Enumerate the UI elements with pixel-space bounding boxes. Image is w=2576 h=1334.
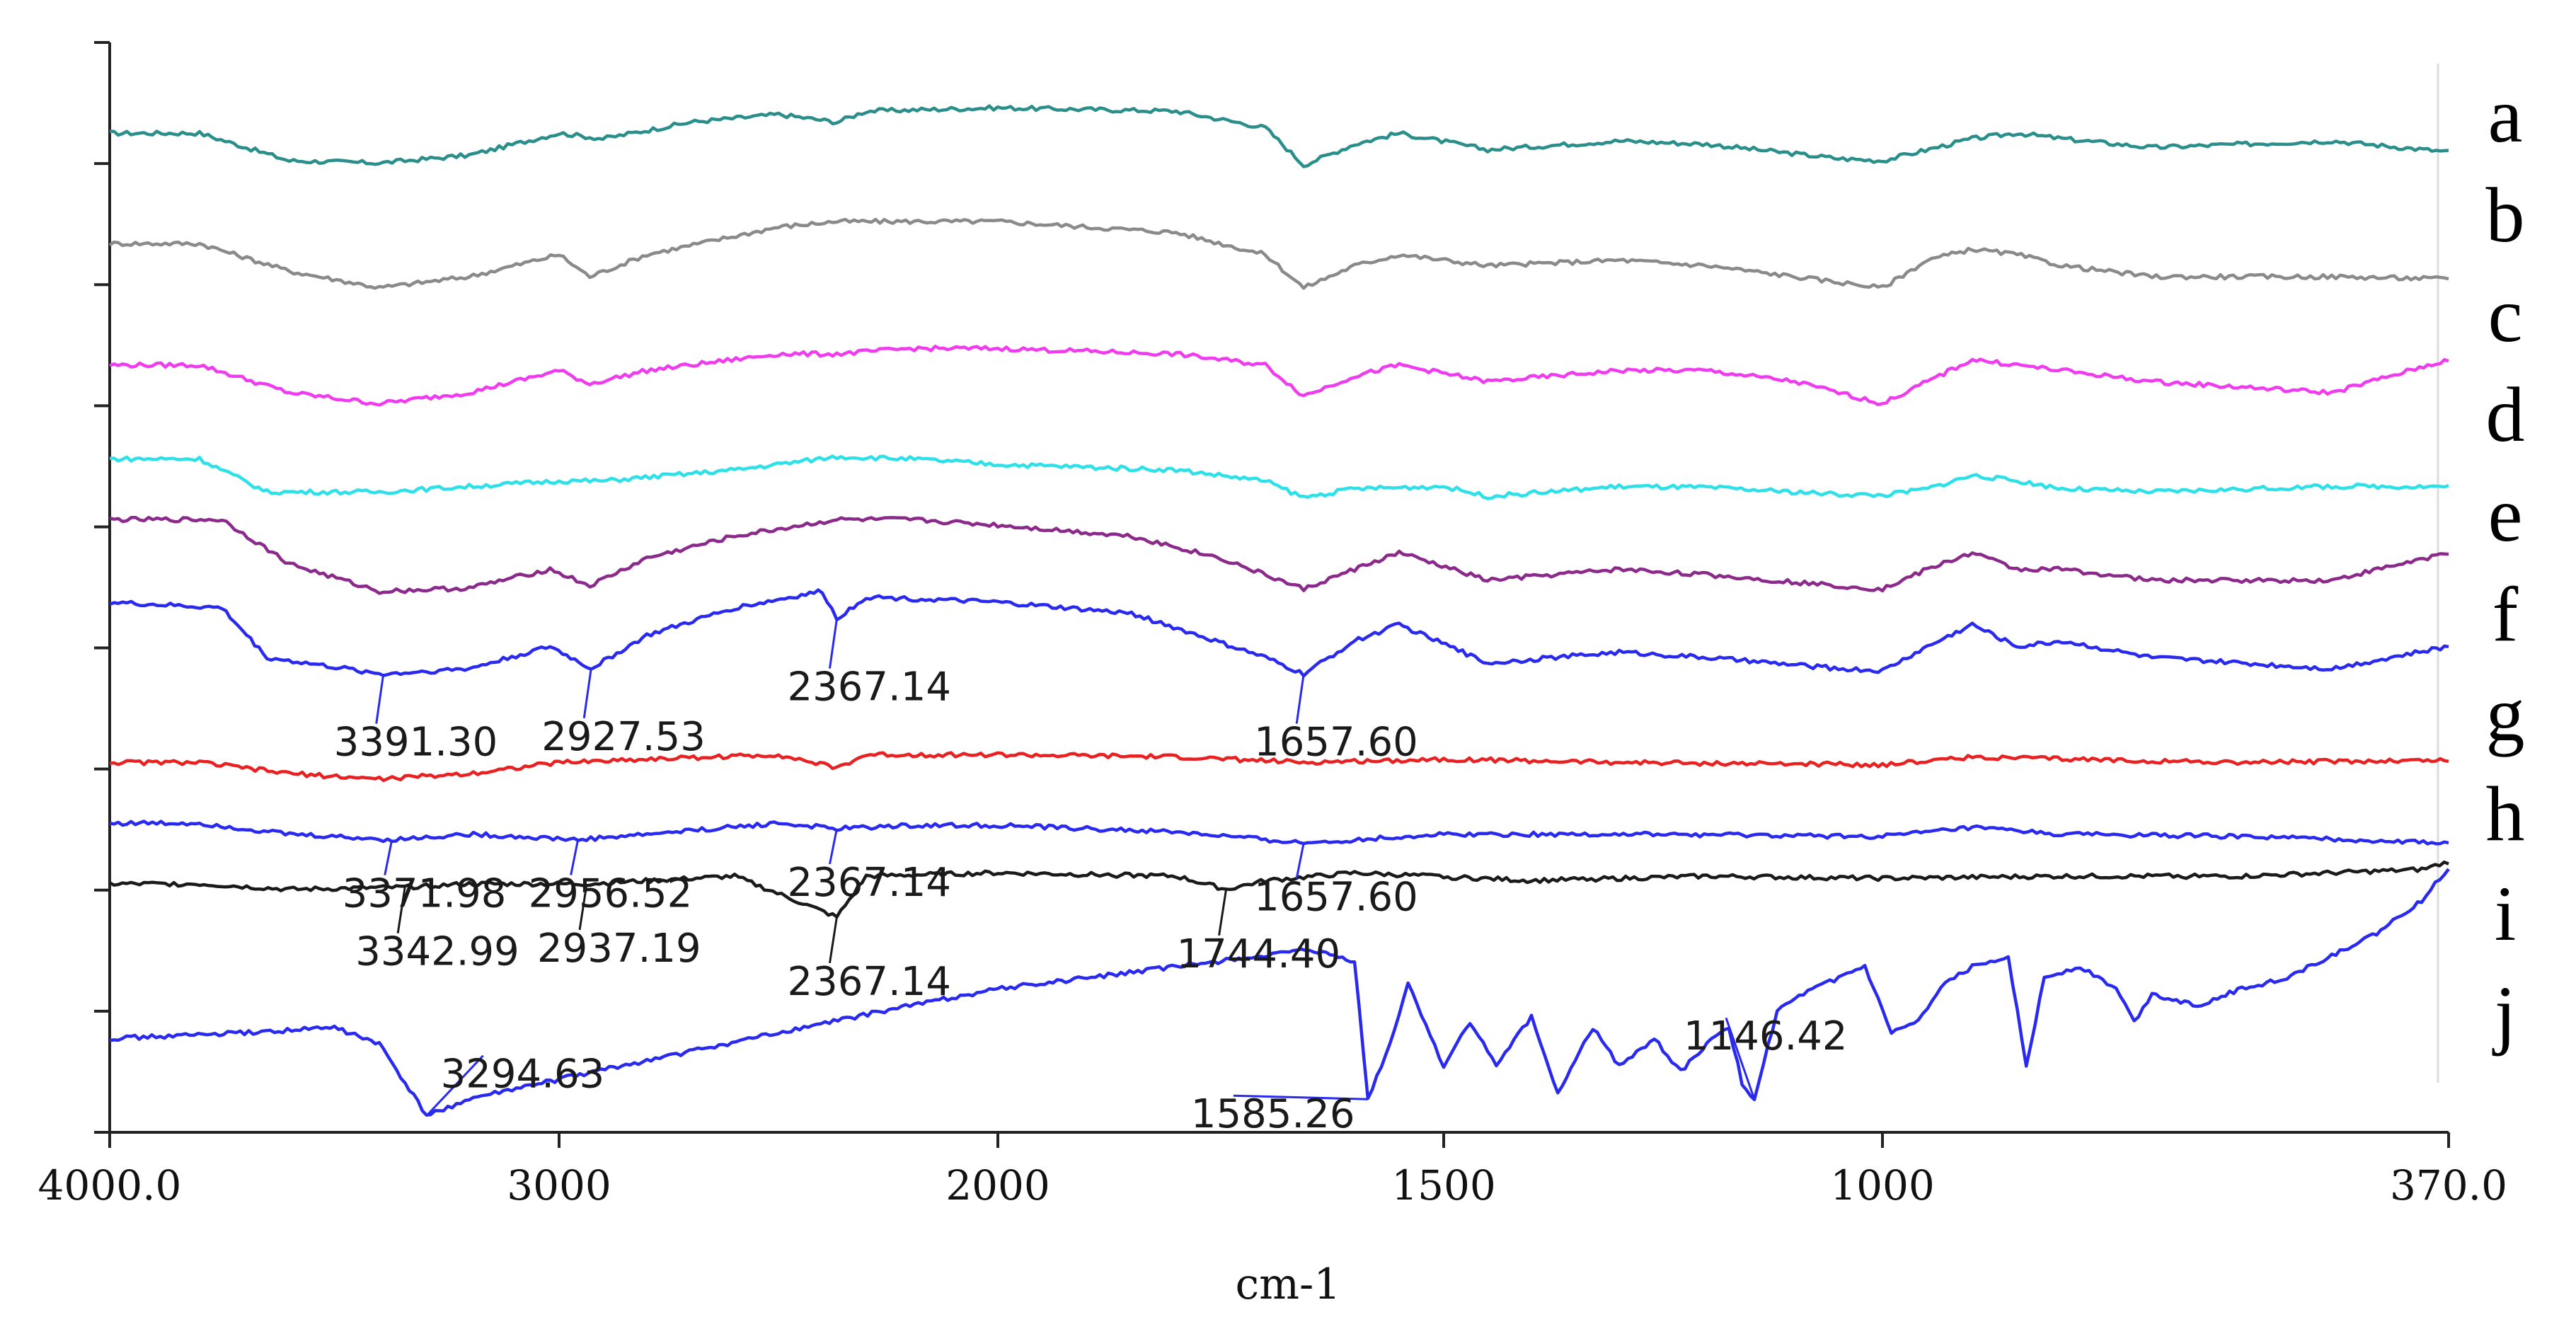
spectrum-d	[109, 454, 2449, 500]
peak-label: 2956.52	[529, 871, 693, 917]
curve-letter-c: c	[2488, 272, 2523, 358]
peak-label: 3371.98	[343, 871, 507, 917]
annotation-leader	[375, 674, 385, 724]
curve-letter-j: j	[2492, 970, 2517, 1057]
annotation-leader	[384, 839, 393, 875]
peak-annotations: 3391.30 2927.53 2367.14 1657.60 3371.98 2956.…	[334, 619, 1848, 1137]
spectrum-a	[109, 104, 2449, 168]
spectrum-g	[109, 751, 2449, 783]
x-tick-label: 1000	[1830, 1161, 1935, 1209]
annotation-leader	[828, 828, 838, 865]
annotation-leader	[582, 668, 592, 719]
peak-label: 1657.60	[1254, 720, 1418, 766]
peak-label: 3294.63	[441, 1052, 605, 1098]
spectrum-f	[109, 588, 2449, 678]
peak-label: 3391.30	[334, 720, 498, 766]
axes: 4000.0 3000 2000 1500 1000 370.0	[38, 41, 2507, 1209]
spectrum-j	[109, 868, 2450, 1117]
peak-label: 2927.53	[541, 714, 706, 760]
peak-label: 1744.40	[1177, 931, 1341, 977]
curve-letter-a: a	[2488, 72, 2523, 159]
curve-letter-e: e	[2488, 471, 2523, 558]
x-tick-label: 4000.0	[38, 1161, 182, 1209]
x-tick-label: 2000	[945, 1161, 1050, 1209]
x-tick-label: 370.0	[2390, 1161, 2507, 1209]
x-tick-label: 3000	[507, 1161, 611, 1209]
spectrum-h	[109, 820, 2449, 846]
peak-label: 1585.26	[1191, 1091, 1355, 1137]
x-axis-title: cm-1	[1236, 1260, 1341, 1309]
curve-letter-g: g	[2486, 671, 2525, 757]
spectra-curves	[108, 104, 2450, 1117]
annotation-leader	[1295, 674, 1305, 724]
annotation-leader	[396, 887, 406, 933]
peak-label: 2367.14	[787, 665, 951, 711]
peak-label: 1657.60	[1254, 874, 1418, 920]
spectrum-i	[108, 860, 2449, 919]
spectrum-b	[108, 217, 2449, 290]
annotation-leader	[425, 1054, 484, 1117]
peak-label: 3342.99	[355, 929, 519, 975]
curve-letter-f: f	[2492, 571, 2519, 657]
annotation-leader	[578, 883, 588, 931]
peak-label: 2367.14	[787, 860, 951, 906]
annotation-leader	[828, 916, 838, 964]
x-tick-label: 1500	[1391, 1161, 1496, 1209]
annotation-leader	[1233, 1094, 1368, 1100]
annotation-leader	[1218, 889, 1228, 936]
peak-label: 2367.14	[787, 959, 951, 1005]
curve-letter-d: d	[2486, 372, 2525, 458]
curve-letter-i: i	[2495, 870, 2517, 957]
peak-label: 1146.42	[1684, 1013, 1848, 1059]
curve-letter-b: b	[2486, 172, 2525, 258]
curve-letter-h: h	[2486, 771, 2525, 857]
annotation-leader	[828, 619, 838, 669]
annotation-leader	[1725, 1017, 1756, 1100]
spectrum-e	[109, 515, 2449, 595]
spectrum-c	[109, 345, 2449, 407]
annotation-leader	[1295, 842, 1305, 879]
annotation-leader	[570, 839, 580, 875]
peak-label: 2937.19	[537, 926, 701, 972]
